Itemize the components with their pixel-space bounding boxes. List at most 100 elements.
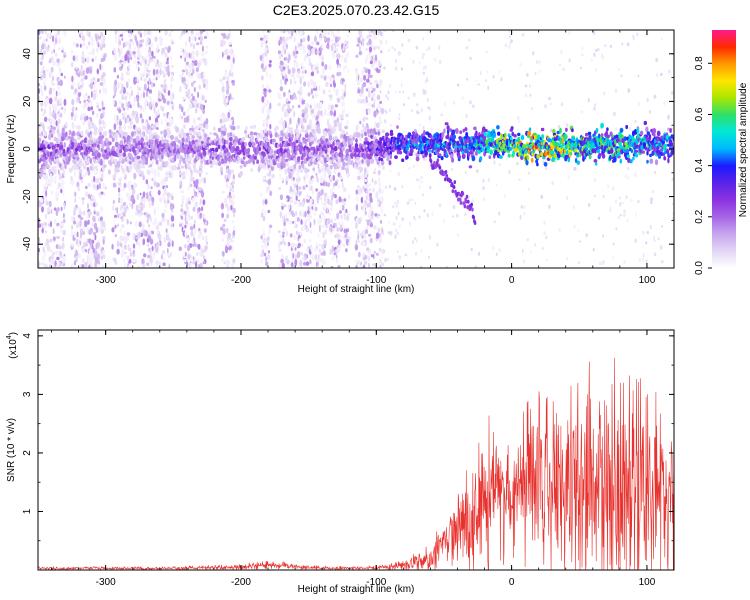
spectrogram-cell [228,195,232,199]
spectrogram-cell [203,177,206,184]
spectrogram-band-cell [104,130,108,137]
spectrogram-cell [661,224,663,228]
spectrogram-cell [327,31,330,35]
spectrogram-cell [199,30,203,35]
spectrogram-cell [305,112,309,119]
spectrogram-cell [355,189,359,195]
spectrogram-cell [262,67,266,72]
spectrogram-band-cell [87,157,90,164]
spectrogram-cell [587,98,590,103]
spectrogram-cell [366,247,370,252]
spectrogram-cell [298,186,302,190]
spectrogram-cell [282,66,286,70]
spectrogram-cell [367,214,371,219]
spectrogram-cell [316,192,319,197]
spectrogram-band-cell [58,133,61,138]
spectrogram-cell [188,104,191,110]
spectrogram-cell [168,263,171,268]
spectrogram-cell [71,75,74,83]
spectrogram-cell [102,249,106,253]
spectrogram-cell [581,53,584,57]
spectrogram-cell [345,113,349,117]
spectrogram-cell [623,260,626,264]
spectrogram-cell [222,40,226,46]
spectrogram-cell [407,38,411,43]
spectrogram-band-cell [282,158,286,164]
spectrogram-cell [418,215,421,219]
spectrogram-cell [356,123,360,129]
spectrogram-cell [46,244,51,252]
spectrogram-cell [96,112,99,119]
spectrogram-cell [133,182,136,189]
spectrogram-cell [395,90,398,95]
spectrogram-cell [365,116,369,121]
spectrogram-cell [142,203,146,209]
spectrogram-band-cell [157,135,161,139]
spectrogram-cell [78,81,81,88]
spectrogram-cell [38,83,41,87]
spectrogram-cell [625,195,628,200]
spectrogram-cell [115,207,118,212]
spectrogram-cell [284,213,287,220]
spectrogram-cell [360,78,364,83]
spectrogram-cell [621,42,624,46]
spectrogram-cell [363,74,367,81]
spectrogram-cell [337,53,341,59]
spectrogram-band-cell [227,151,230,156]
spectrogram-cell [318,225,321,232]
spectrogram-band-cell [100,139,104,145]
spectrogram-cell [162,192,165,196]
spectrogram-cell [347,193,351,201]
spectrogram-band-cell [188,130,193,135]
spectrogram-cell [624,174,627,179]
spectrogram-cell [451,167,453,171]
spectrogram-band-cell [97,152,101,158]
spectrogram-cell [285,57,288,61]
spectrogram-cell [221,82,225,86]
spectrogram-cell [387,231,391,235]
spectrogram-cell [168,113,171,120]
spectrogram-band-cell [247,148,251,154]
spectrogram-band-cell [226,132,231,138]
spectrogram-cell [143,31,147,36]
spectrogram-cell [136,76,139,83]
spectrogram-cell [193,43,195,50]
spectrogram-cell [301,243,304,247]
spectrogram-cell [165,184,168,189]
spectrogram-cell [671,177,674,181]
spectrogram-cell [60,72,64,77]
spectrogram-cell [165,125,168,130]
spectrogram-cell [311,206,314,210]
spectrogram-cell [309,198,313,205]
spectrogram-cell [189,42,193,47]
spectrogram-cell [126,107,129,111]
spectrogram-cell [147,30,150,34]
spectrogram-cell [508,34,511,40]
spectrogram-cell [129,265,133,268]
spectrogram-band-cell [232,145,235,152]
spectrogram-band-cell [276,162,281,168]
spectrogram-cell [477,83,480,86]
spectrogram-cell [360,188,364,194]
spectrogram-cell [70,215,74,223]
spectrogram-cell [204,50,208,54]
spectrogram-cell [367,68,371,75]
spectrogram-cell [269,124,272,130]
spectrogram-cell [55,90,58,97]
spectrogram-cell [334,234,337,238]
spectrogram-cell [44,43,46,50]
spectrogram-cell [365,226,369,230]
spectrogram-cell [229,48,233,56]
spectrogram-band-cell [279,147,283,153]
spectrogram-cell [375,232,379,239]
spectrogram-cell [330,30,334,35]
spectrogram-cell [365,229,368,235]
spectrogram-band-cell [259,134,263,139]
spectrogram-cell [369,56,372,60]
spectrogram-cell [85,101,89,106]
spectrogram-cell [122,124,127,131]
spectrogram-cell [75,43,79,48]
spectrogram-cell [603,91,606,96]
spectrogram-cell [508,169,511,175]
spectrogram-cell [303,257,306,262]
